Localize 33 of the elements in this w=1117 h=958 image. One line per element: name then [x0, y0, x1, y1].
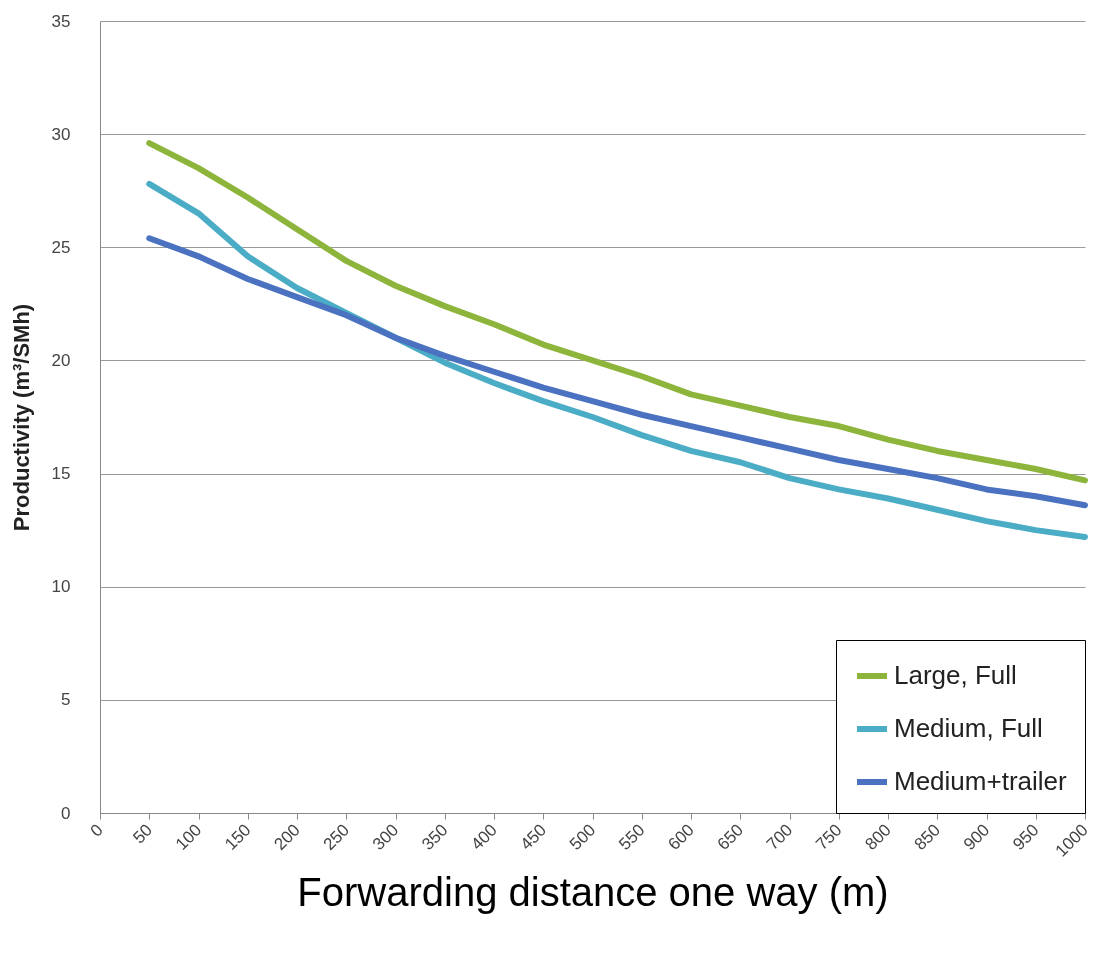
y-tick-label: 30 [51, 124, 71, 144]
x-tick-label: 850 [910, 820, 945, 854]
x-tick-label: 600 [664, 820, 698, 854]
x-tick-label: 550 [615, 820, 649, 854]
x-tick-label: 800 [861, 820, 895, 854]
x-tick-label: 100 [171, 820, 206, 854]
y-tick-label: 5 [61, 690, 71, 710]
x-tick-label: 650 [713, 820, 748, 854]
x-tick-label: 900 [959, 820, 994, 854]
x-tick-label: 700 [762, 820, 797, 854]
x-tick-label: 400 [467, 820, 501, 854]
x-axis-title: Forwarding distance one way (m) [297, 869, 889, 914]
x-tick-label: 450 [516, 820, 551, 854]
x-tick-label: 50 [129, 820, 157, 848]
x-tick-label: 500 [565, 820, 600, 854]
x-tick-label: 350 [418, 820, 452, 854]
y-tick-label: 25 [51, 237, 71, 257]
x-tick-label: 200 [270, 820, 304, 854]
legend-label: Large, Full [894, 660, 1017, 690]
x-tick-label: 750 [812, 820, 846, 854]
x-tick-label: 950 [1009, 820, 1043, 854]
y-tick-label: 0 [61, 803, 71, 823]
legend-label: Medium+trailer [894, 766, 1068, 796]
x-tick-label: 0 [86, 820, 107, 841]
y-tick-label: 10 [51, 577, 71, 597]
y-tick-label: 20 [51, 350, 71, 370]
y-axis-title: Productivity (m³/SMh) [8, 303, 34, 532]
y-tick-label: 15 [51, 464, 71, 484]
x-tick-label: 150 [221, 820, 255, 854]
legend-label: Medium, Full [894, 713, 1043, 743]
x-tick-label: 300 [368, 820, 403, 854]
y-tick-label: 35 [51, 11, 71, 31]
x-tick-label: 250 [319, 820, 354, 854]
